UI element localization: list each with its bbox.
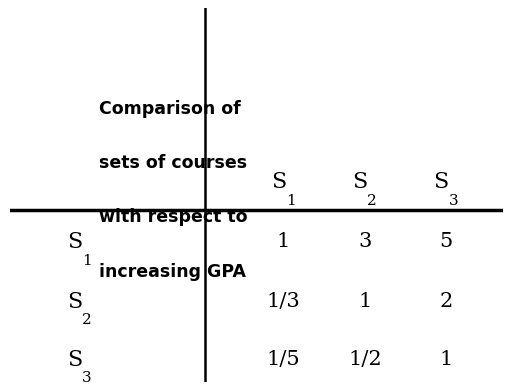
Text: S: S bbox=[67, 349, 82, 371]
Text: 1/5: 1/5 bbox=[267, 350, 301, 369]
Text: 1: 1 bbox=[358, 292, 371, 311]
Text: 2: 2 bbox=[440, 292, 453, 311]
Text: 1/3: 1/3 bbox=[267, 292, 301, 311]
Text: 3: 3 bbox=[82, 371, 91, 385]
Text: 5: 5 bbox=[440, 232, 453, 251]
Text: S: S bbox=[352, 171, 367, 193]
Text: with respect to: with respect to bbox=[99, 209, 247, 227]
Text: 1: 1 bbox=[82, 254, 91, 268]
Text: 2: 2 bbox=[82, 314, 91, 328]
Text: S: S bbox=[67, 231, 82, 253]
Text: 3: 3 bbox=[449, 193, 458, 207]
Text: 3: 3 bbox=[358, 232, 371, 251]
Text: increasing GPA: increasing GPA bbox=[99, 263, 246, 281]
Text: 1: 1 bbox=[440, 350, 453, 369]
Text: S: S bbox=[271, 171, 286, 193]
Text: S: S bbox=[67, 291, 82, 313]
Text: 1/2: 1/2 bbox=[348, 350, 382, 369]
Text: sets of courses: sets of courses bbox=[99, 154, 247, 172]
Text: 1: 1 bbox=[286, 193, 296, 207]
Text: 1: 1 bbox=[277, 232, 290, 251]
Text: 2: 2 bbox=[367, 193, 377, 207]
Text: S: S bbox=[433, 171, 449, 193]
Text: Comparison of: Comparison of bbox=[99, 100, 241, 118]
